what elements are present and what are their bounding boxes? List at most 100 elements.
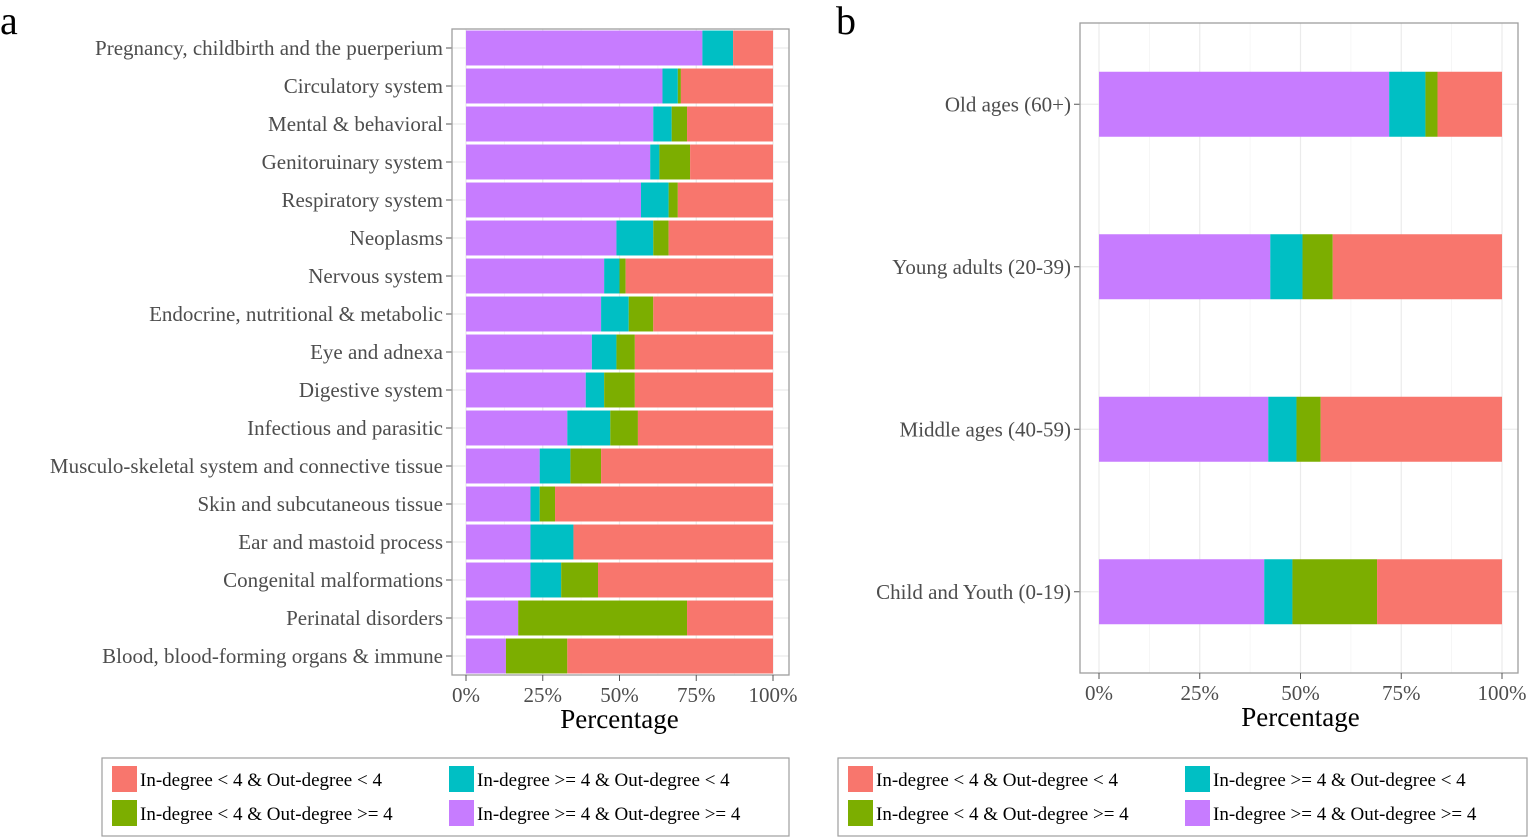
- bar-segment-high-high: [466, 296, 602, 332]
- y-tick-label: Perinatal disorders: [286, 606, 443, 630]
- legend-label: In-degree >= 4 & Out-degree >= 4: [477, 804, 741, 825]
- bar-segment-low-high: [677, 68, 681, 104]
- x-tick-label: 75%: [1382, 681, 1421, 705]
- bar-segment-high-high: [466, 410, 568, 446]
- bar-segment-low-high: [604, 372, 635, 408]
- bar-segment-high-low: [585, 372, 605, 408]
- bar-segment-low-low: [637, 410, 773, 446]
- legend-key-low-high: [112, 800, 137, 826]
- y-tick-label: Old ages (60+): [945, 92, 1071, 116]
- bar-segment-high-low: [604, 258, 620, 294]
- bar-segment-low-high: [628, 296, 654, 332]
- legend-label: In-degree < 4 & Out-degree >= 4: [876, 804, 1129, 825]
- bar-segment-high-low: [530, 524, 574, 560]
- bar-segment-high-low: [601, 296, 629, 332]
- bar-segment-high-high: [466, 448, 540, 484]
- legend-label: In-degree < 4 & Out-degree < 4: [140, 770, 382, 791]
- panel-b-letter: b: [836, 0, 856, 43]
- legend-key-high-low: [449, 766, 474, 792]
- bar-segment-low-low: [733, 30, 773, 66]
- bar-segment-high-low: [702, 30, 734, 66]
- x-tick-label: 0%: [452, 683, 480, 707]
- bar-segment-high-high: [466, 524, 531, 560]
- panel-a-legend: In-degree < 4 & Out-degree < 4 In-degree …: [101, 757, 790, 837]
- panel-b-chart: Old ages (60+) Young adults (20-39) Middle…: [876, 22, 1527, 732]
- x-tick-label: 25%: [524, 683, 563, 707]
- legend-label: In-degree < 4 & Out-degree < 4: [876, 770, 1118, 791]
- y-tick-label: Child and Youth (0-19): [876, 580, 1071, 604]
- y-tick-label: Musculo-skeletal system and connective t…: [50, 454, 443, 478]
- bar-segment-low-low: [601, 448, 773, 484]
- bar-segment-low-low: [687, 106, 773, 142]
- bar-segment-high-high: [466, 68, 663, 104]
- y-tick-label: Middle ages (40-59): [900, 417, 1071, 441]
- bar-segment-high-high: [466, 144, 651, 180]
- bar-segment-high-low: [650, 144, 660, 180]
- y-tick-label: Congenital malformations: [223, 568, 443, 592]
- bar-segment-low-low: [677, 182, 773, 218]
- bar-segment-high-low: [662, 68, 678, 104]
- x-tick-label: 100%: [1478, 681, 1527, 705]
- bar-segment-high-high: [1099, 396, 1269, 462]
- bar-segment-low-high: [1292, 559, 1378, 625]
- x-tick-label: 0%: [1085, 681, 1113, 705]
- plot-border: [1079, 22, 1519, 674]
- bar-segment-low-high: [1296, 396, 1321, 462]
- bar-segment-low-low: [680, 68, 773, 104]
- bar-segment-high-low: [640, 182, 669, 218]
- y-tick-label: Ear and mastoid process: [238, 530, 443, 554]
- bar-segment-high-high: [1099, 559, 1265, 625]
- legend-box: [837, 757, 1528, 837]
- bar-segment-high-low: [591, 334, 617, 370]
- legend-label: In-degree >= 4 & Out-degree < 4: [477, 770, 730, 791]
- panel-a-letter: a: [0, 0, 18, 43]
- bar-segment-low-high: [539, 486, 556, 522]
- bar-segment-high-high: [1099, 71, 1390, 137]
- bar-segment-low-high: [1302, 234, 1333, 300]
- y-tick-label: Respiratory system: [281, 188, 443, 212]
- bar-segment-low-low: [555, 486, 773, 522]
- bar-segment-low-high: [671, 106, 688, 142]
- bar-segment-low-high: [518, 600, 688, 636]
- panel-a-chart: Pregnancy, childbirth and the puerperium…: [50, 28, 798, 734]
- y-tick-label: Endocrine, nutritional & metabolic: [149, 302, 443, 326]
- bar-segment-low-low: [573, 524, 773, 560]
- bar-segment-high-high: [466, 106, 654, 142]
- bar-segment-low-high: [668, 182, 678, 218]
- y-tick-label: Eye and adnexa: [310, 340, 444, 364]
- bar-segment-high-low: [1389, 71, 1426, 137]
- bar-segment-high-high: [1099, 234, 1271, 300]
- bar-segment-low-high: [616, 334, 635, 370]
- bar-segment-high-high: [466, 562, 531, 598]
- legend-key-low-low: [848, 766, 873, 792]
- x-tick-label: 100%: [749, 683, 798, 707]
- y-tick-label: Digestive system: [299, 378, 443, 402]
- x-tick-label: 75%: [677, 683, 716, 707]
- bar-segment-high-high: [466, 220, 617, 256]
- bar-segment-low-low: [668, 220, 773, 256]
- bar-segment-low-low: [687, 600, 773, 636]
- bar-segment-low-high: [653, 220, 669, 256]
- y-tick-label: Infectious and parasitic: [247, 416, 443, 440]
- bar-segment-high-low: [1268, 396, 1297, 462]
- bar-segment-low-low: [1437, 71, 1502, 137]
- bar-segment-low-low: [567, 638, 773, 674]
- bar-segment-low-low: [634, 334, 773, 370]
- x-tick-label: 50%: [600, 683, 639, 707]
- y-tick-label: Genitoruinary system: [262, 150, 443, 174]
- bar-segment-low-low: [625, 258, 773, 294]
- y-tick-label: Pregnancy, childbirth and the puerperium: [95, 36, 443, 60]
- bar-segment-low-low: [598, 562, 773, 598]
- bar-segment-high-high: [466, 182, 641, 218]
- plot-border: [451, 28, 790, 676]
- x-tick-label: 25%: [1181, 681, 1220, 705]
- bar-segment-low-high: [561, 562, 599, 598]
- legend-label: In-degree >= 4 & Out-degree < 4: [1213, 770, 1466, 791]
- legend-key-low-low: [112, 766, 137, 792]
- bar-segment-low-low: [634, 372, 773, 408]
- legend-key-high-low: [1185, 766, 1210, 792]
- panel-b-legend: In-degree < 4 & Out-degree < 4 In-degree …: [837, 757, 1528, 837]
- legend-label: In-degree < 4 & Out-degree >= 4: [140, 804, 393, 825]
- bar-segment-low-low: [1377, 559, 1502, 625]
